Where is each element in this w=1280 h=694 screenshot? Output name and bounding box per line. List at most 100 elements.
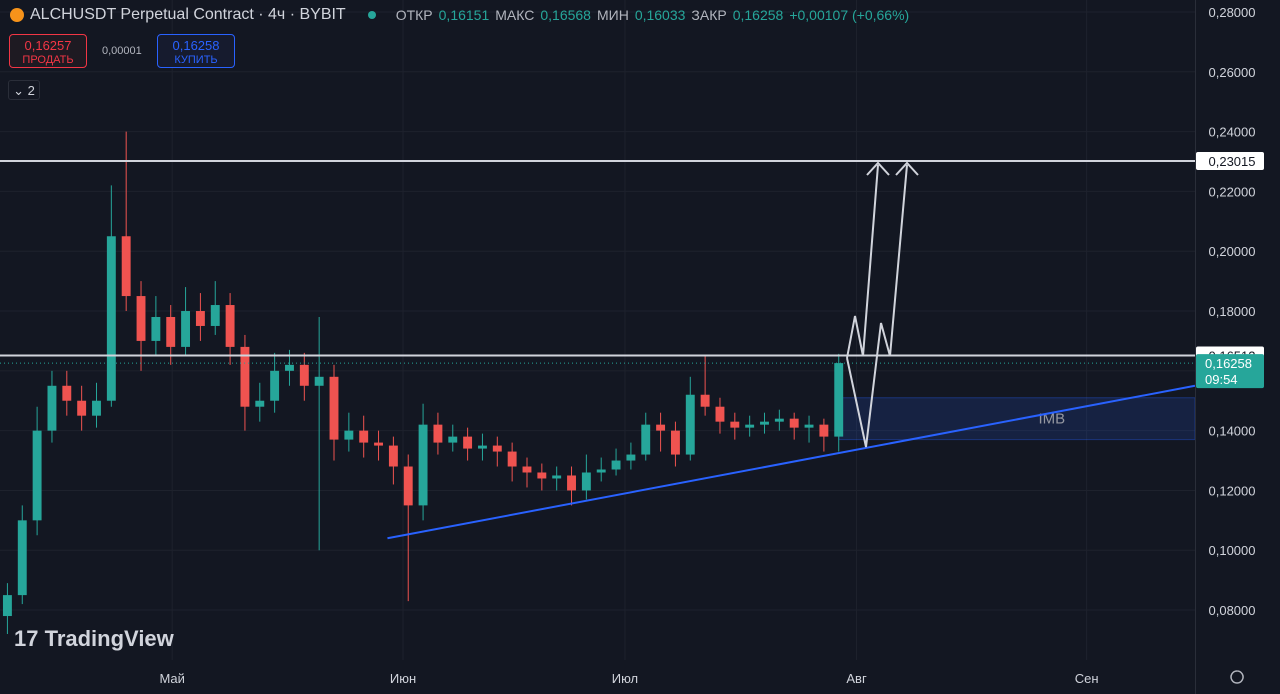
candle-body xyxy=(225,305,235,347)
candle-body xyxy=(745,424,755,428)
candle-body xyxy=(834,363,844,437)
y-tick-label: 0,08000 xyxy=(1209,603,1256,618)
candle-body xyxy=(62,385,72,401)
candle-body xyxy=(166,316,176,347)
candle-body xyxy=(32,430,42,521)
candle-body xyxy=(581,472,591,491)
logo-mark: 17 xyxy=(14,626,45,651)
x-tick-label: Сен xyxy=(1075,671,1099,686)
candle-body xyxy=(700,394,710,407)
y-tick-label: 0,22000 xyxy=(1209,184,1256,199)
candle-body xyxy=(507,451,517,467)
header: ALCHUSDT Perpetual Contract · 4ч · BYBIT… xyxy=(10,6,909,24)
candle-body xyxy=(685,394,695,455)
candle-body xyxy=(567,475,576,491)
indicator-count: 2 xyxy=(27,83,35,98)
candle-body xyxy=(359,430,369,443)
candle-body xyxy=(329,376,339,440)
y-tick-label: 0,14000 xyxy=(1209,424,1256,439)
close-value: 0,16258 xyxy=(732,7,784,23)
level-label: 0,23015 xyxy=(1209,154,1256,169)
symbol-title: ALCHUSDT Perpetual Contract · 4ч · BYBIT xyxy=(30,6,346,23)
sell-button[interactable]: 0,16257 ПРОДАТЬ xyxy=(9,34,87,68)
change-value: +0,00107 (+0,66%) xyxy=(789,7,910,23)
candle-body xyxy=(448,436,458,443)
candle-body xyxy=(344,430,354,440)
candle-body xyxy=(715,406,725,422)
candle-body xyxy=(774,418,784,422)
candle-body xyxy=(418,424,428,506)
candle-body xyxy=(433,424,443,443)
candle-body xyxy=(670,430,680,455)
price-axis: 0,080000,100000,120000,140000,160000,180… xyxy=(159,0,1264,694)
candle-body xyxy=(195,311,205,326)
candle-body xyxy=(240,346,250,407)
candle-body xyxy=(730,421,740,428)
candle-body xyxy=(656,424,666,431)
arrow xyxy=(846,164,908,448)
low-value: 0,16033 xyxy=(634,7,686,23)
candle-body xyxy=(181,311,191,347)
level-tag xyxy=(1196,152,1264,171)
current-price-tag xyxy=(1196,354,1264,389)
indicators-toggle[interactable]: ⌄ 2 xyxy=(8,80,40,100)
logo-text: TradingView xyxy=(44,626,174,651)
sell-label: ПРОДАТЬ xyxy=(22,54,74,66)
candle-body xyxy=(270,370,280,401)
low-label: МИН xyxy=(596,7,629,23)
candle-body xyxy=(552,475,562,479)
forecast-arrows xyxy=(846,161,919,448)
candle-body xyxy=(641,424,651,455)
spread: 0,00001 xyxy=(102,45,142,57)
candle-body xyxy=(463,436,473,449)
candle-body xyxy=(151,316,161,341)
arrow-head xyxy=(866,161,890,176)
candle-body xyxy=(136,296,146,341)
candle-body xyxy=(760,421,769,425)
x-tick-label: Июн xyxy=(390,671,416,686)
candle-body xyxy=(285,364,294,371)
buy-button[interactable]: 0,16258 КУПИТЬ xyxy=(157,34,235,68)
arrow xyxy=(846,164,879,359)
candle-body xyxy=(522,466,532,473)
y-tick-label: 0,26000 xyxy=(1209,65,1256,80)
logo: 17 TradingView xyxy=(14,626,174,652)
candle-body xyxy=(789,418,799,428)
y-tick-label: 0,24000 xyxy=(1209,125,1256,140)
candle-body xyxy=(314,376,324,386)
candle-body xyxy=(17,520,27,596)
x-tick-label: Май xyxy=(159,671,184,686)
candle-body xyxy=(92,400,101,416)
candle-body xyxy=(626,454,636,461)
candle-body xyxy=(611,460,621,470)
candle-body xyxy=(537,472,547,479)
x-tick-label: Июл xyxy=(612,671,638,686)
candle-body xyxy=(2,595,12,617)
current-price-label: 0,16258 xyxy=(1205,356,1252,371)
candle-body xyxy=(804,424,814,428)
coin-icon xyxy=(10,8,24,22)
open-value: 0,16151 xyxy=(438,7,490,23)
candle-body xyxy=(596,469,606,473)
candle-body xyxy=(819,424,829,437)
buy-label: КУПИТЬ xyxy=(174,54,218,66)
settings-icon[interactable] xyxy=(1230,670,1244,684)
trendline xyxy=(387,384,1196,540)
candle-body xyxy=(299,364,309,386)
candle-body xyxy=(403,466,413,506)
high-value: 0,16568 xyxy=(540,7,591,23)
y-tick-label: 0,10000 xyxy=(1209,543,1256,558)
marks: IMB xyxy=(0,131,1196,634)
y-tick-label: 0,18000 xyxy=(1209,304,1256,319)
countdown: 09:54 xyxy=(1205,372,1238,387)
buy-price: 0,16258 xyxy=(172,38,220,53)
y-tick-label: 0,20000 xyxy=(1209,244,1256,259)
open-label: ОТКР xyxy=(395,7,433,23)
y-tick-label: 0,12000 xyxy=(1209,483,1256,498)
candle-body xyxy=(492,445,502,452)
arrow-head xyxy=(895,161,919,176)
candle-body xyxy=(255,400,265,407)
candle-body xyxy=(121,236,131,297)
